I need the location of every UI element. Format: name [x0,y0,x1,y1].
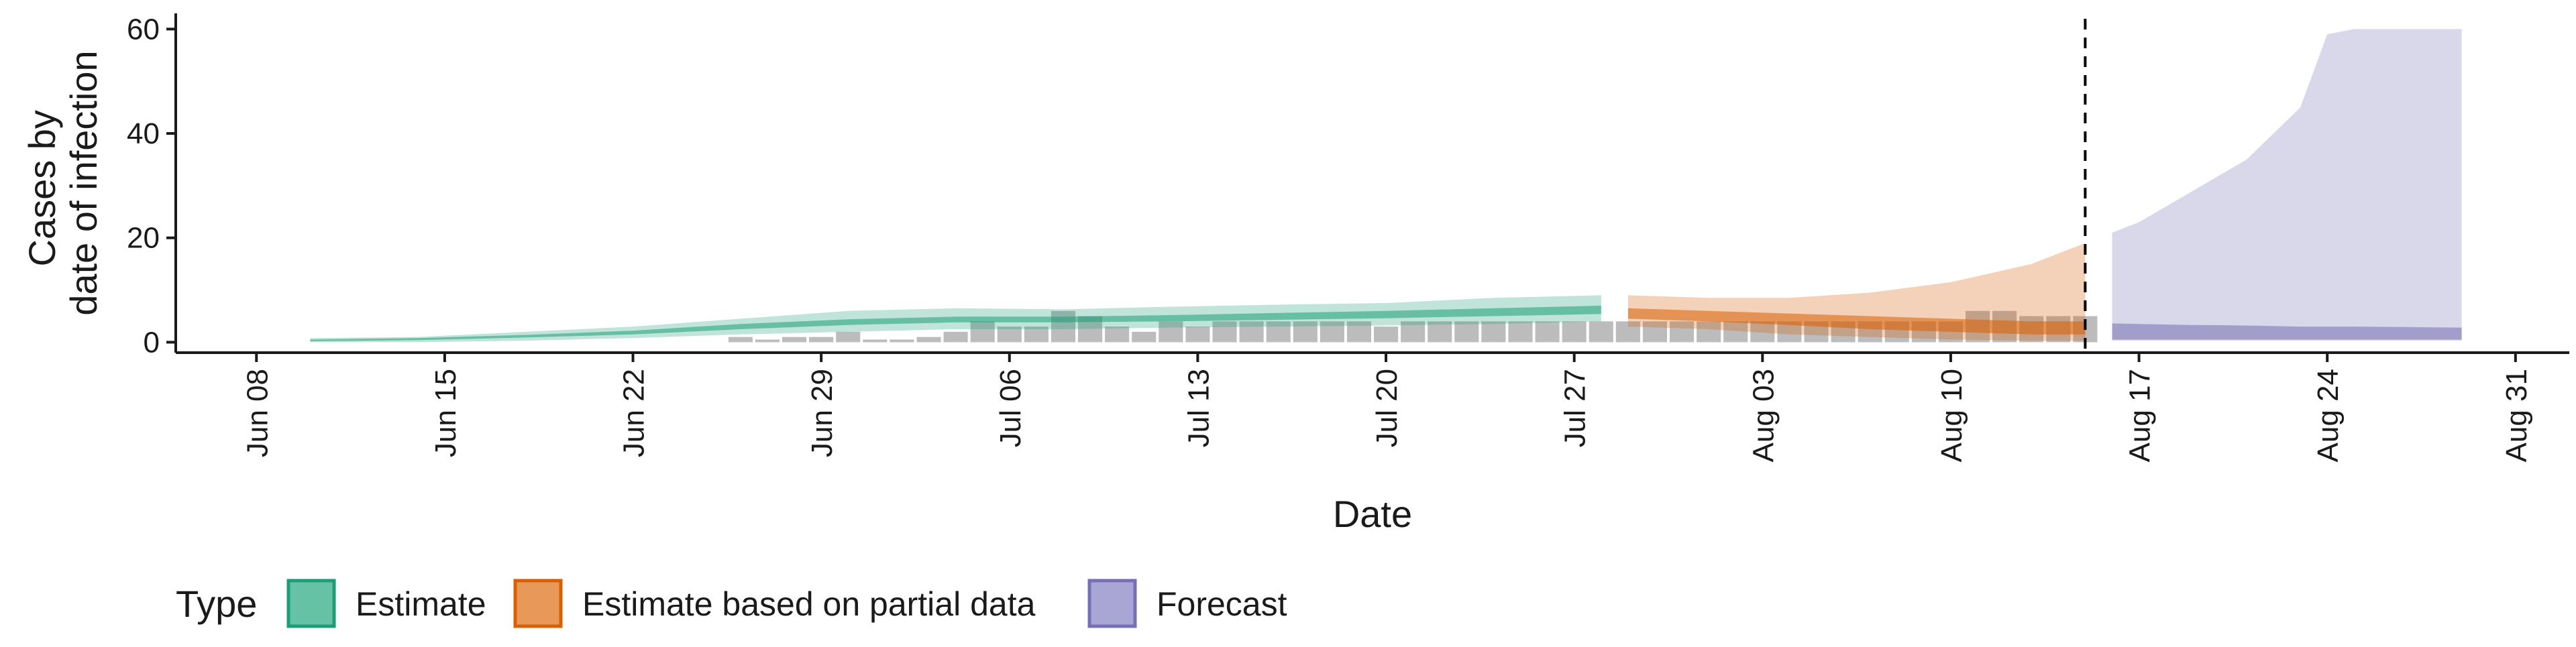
x-tick-label: Aug 17 [2124,369,2157,462]
legend: Type Estimate Estimate based on partial d… [176,579,1287,628]
x-tick-label: Jun 15 [429,369,462,457]
observed-case-bar [1697,321,1721,343]
observed-case-bar [755,339,780,343]
observed-case-bar [809,337,834,343]
observed-case-bar [890,339,914,343]
y-tick-label: 0 [144,326,160,359]
x-tick-label: Aug 31 [2500,369,2533,462]
y-axis-title-line-2: date of infection [62,50,105,315]
observed-case-bar [1293,321,1318,343]
observed-case-bar [1669,321,1695,343]
forecast-outer-band [2112,29,2462,341]
x-tick-label: Jul 13 [1182,369,1215,447]
estimate-inner-band [310,305,1601,341]
y-axis-title: Cases by date of infection [21,50,105,315]
observed-case-bar [943,331,968,343]
x-tick-label: Jun 29 [806,369,839,457]
observed-case-bar [836,331,861,343]
observed-case-bar [1105,327,1130,343]
observed-case-bar [1185,327,1210,343]
observed-case-bar [1239,321,1264,343]
forecast-inner-band [2112,323,2462,340]
observed-case-bar [1266,321,1291,343]
observed-case-bar [1642,321,1667,343]
legend-label-2: Forecast [1157,585,1287,623]
observed-case-bar [1346,321,1371,343]
axes [174,13,2569,354]
x-tick-label: Jul 20 [1371,369,1403,447]
observed-case-bar [1212,321,1237,343]
observed-case-bar [1615,321,1640,343]
observed-case-bar [1454,321,1479,343]
y-axis-ticks: 0 20 40 60 [127,13,176,359]
x-tick-label: Jun 22 [618,369,651,457]
x-tick-label: Aug 03 [1747,369,1780,462]
observed-case-bar [1508,321,1533,343]
legend-key-0 [286,579,336,628]
observed-case-bar [970,321,995,343]
observed-case-bar [1320,321,1344,343]
observed-case-bar [863,339,888,343]
observed-case-bar [997,327,1022,343]
y-tick-label: 40 [127,117,160,150]
x-tick-label: Aug 10 [1935,369,1968,462]
observed-case-bar [1723,321,1748,343]
x-axis-ticks: Jun 08 Jun 15 Jun 22 Jun 29 Jul 06 Jul 13 Jul … [241,353,2533,462]
legend-label-0: Estimate [356,585,486,623]
legend-key-1 [513,579,563,628]
observed-case-bar [1589,321,1613,343]
legend-label-1: Estimate based on partial data [582,585,1036,623]
observed-case-bar [1562,321,1587,343]
observed-case-bar [1024,327,1049,343]
x-tick-label: Aug 24 [2312,369,2345,462]
observed-case-bar [1374,327,1399,343]
x-tick-label: Jul 06 [994,369,1027,447]
observed-case-bar [1750,321,1775,343]
x-tick-label: Jul 27 [1559,369,1592,447]
y-tick-label: 60 [127,13,160,46]
y-axis-title-line-1: Cases by [21,110,63,266]
estimate-bands [310,29,2462,343]
observed-case-bar [1401,321,1426,343]
x-axis-title: Date [1333,493,1412,535]
observed-case-bar [916,337,941,343]
legend-title: Type [176,583,257,625]
y-tick-label: 20 [127,222,160,255]
observed-case-bar [1481,321,1506,343]
x-tick-label: Jun 08 [241,369,274,457]
observed-case-bar [1428,321,1452,343]
observed-case-bar [1535,321,1560,343]
observed-case-bar [728,337,753,343]
estimate-based-on-partial-data-inner-band [1627,308,2086,335]
observed-case-bar [782,337,807,343]
observed-case-bar [1159,321,1183,343]
legend-key-2 [1087,579,1137,628]
observed-case-bar [1051,310,1076,343]
observed-case-bar [1132,331,1157,343]
